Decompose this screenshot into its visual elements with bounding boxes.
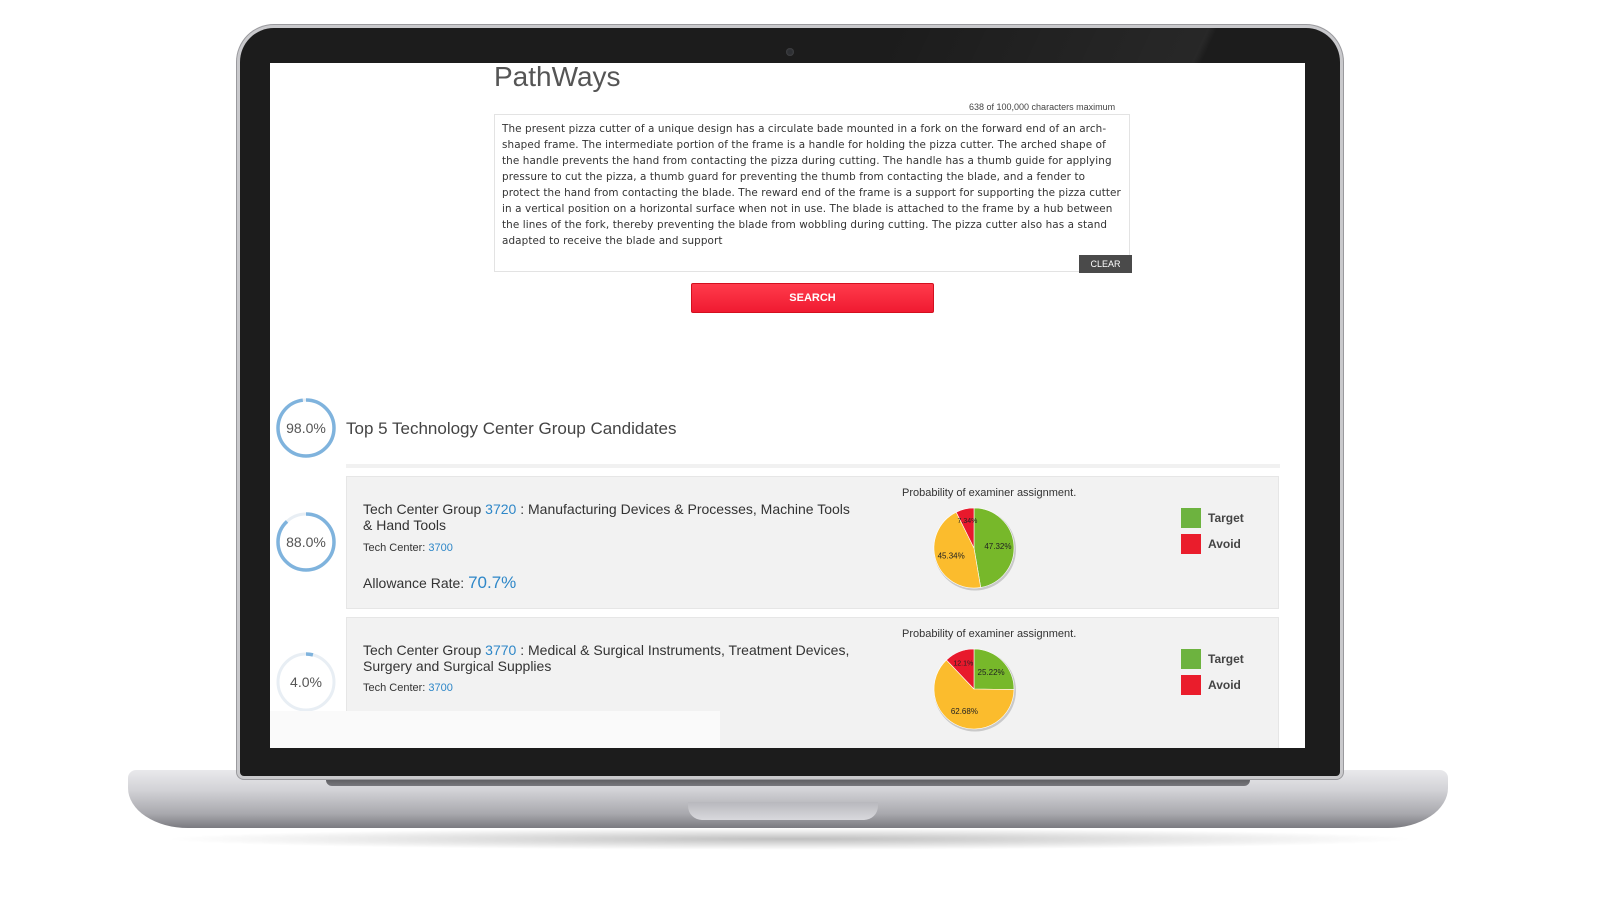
group-code-link[interactable]: 3770: [485, 642, 517, 658]
probability-caption: Probability of examiner assignment.: [902, 487, 1077, 499]
app-screen: PathWays 638 of 100,000 characters maxim…: [270, 63, 1305, 748]
pie-slice-avoid: [955, 507, 975, 549]
section-title: Top 5 Technology Center Group Candidates: [346, 419, 677, 438]
legend-swatch-avoid: [1181, 534, 1201, 554]
pie-label-other: 62.68%: [951, 707, 978, 716]
legend-swatch-target: [1181, 508, 1201, 528]
candidate-card: Tech Center Group 3770 : Medical & Surgi…: [346, 617, 1279, 748]
tech-center-prefix: Tech Center:: [363, 682, 429, 694]
pie-slice-target: [973, 648, 1015, 690]
legend-label-target: Target: [1208, 652, 1244, 666]
probability-caption: Probability of examiner assignment.: [902, 628, 1077, 640]
description-textarea[interactable]: The present pizza cutter of a unique des…: [494, 114, 1130, 272]
legend-label-avoid: Avoid: [1208, 537, 1241, 551]
screen-bottom-fade: [270, 711, 720, 748]
pie-label-avoid: 7.34%: [957, 518, 977, 525]
pie-slice-other: [933, 659, 1015, 730]
overall-progress-ring: [276, 398, 336, 458]
candidate-percent-label: 88.0%: [286, 534, 326, 550]
tech-center-prefix: Tech Center:: [363, 542, 429, 554]
group-prefix: Tech Center Group: [363, 642, 486, 658]
probability-pie-chart: 25.22% 62.68% 12.1%: [933, 648, 1016, 732]
section-divider: [346, 464, 1280, 468]
laptop-trackpad-notch: [688, 802, 878, 820]
tech-center-link[interactable]: 3700: [428, 542, 453, 554]
group-name: : Medical & Surgical Instruments, Treatm…: [363, 642, 850, 674]
candidate-card: Tech Center Group 3720 : Manufacturing D…: [346, 476, 1279, 609]
camera-icon: [786, 48, 794, 56]
allowance-label: Allowance Rate:: [363, 575, 469, 591]
clear-button[interactable]: CLEAR: [1079, 255, 1132, 273]
candidate-progress-ring: [276, 512, 336, 572]
legend-swatch-target: [1181, 649, 1201, 669]
pie-label-avoid: 12.1%: [953, 660, 973, 667]
group-name: : Manufacturing Devices & Processes, Mac…: [363, 501, 850, 533]
tech-center-link[interactable]: 3700: [428, 682, 453, 694]
group-code-link[interactable]: 3720: [485, 501, 517, 517]
allowance-value: 70.7%: [468, 573, 517, 592]
legend-label-target: Target: [1208, 511, 1244, 525]
app-title: PathWays: [494, 63, 621, 92]
group-prefix: Tech Center Group: [363, 501, 486, 517]
probability-pie-chart: 47.32% 45.34% 7.34%: [933, 507, 1016, 591]
pie-label-target: 47.32%: [984, 542, 1011, 551]
pie-slice-target: [973, 507, 1015, 588]
legend-swatch-avoid: [1181, 675, 1201, 695]
candidate-title: Tech Center Group 3720 : Manufacturing D…: [363, 501, 853, 533]
pie-slice-other: [933, 511, 982, 589]
pie-label-other: 45.34%: [938, 551, 965, 560]
legend-label-avoid: Avoid: [1208, 678, 1241, 692]
candidate-percent-label: 4.0%: [290, 674, 322, 690]
candidate-title: Tech Center Group 3770 : Medical & Surgi…: [363, 642, 853, 674]
overall-percent-label: 98.0%: [286, 420, 326, 436]
character-counter: 638 of 100,000 characters maximum: [969, 102, 1116, 112]
allowance-rate: Allowance Rate: 70.7%: [363, 573, 516, 593]
tech-center: Tech Center: 3700: [363, 542, 453, 554]
pie-slice-avoid: [946, 648, 975, 690]
tech-center: Tech Center: 3700: [363, 682, 453, 694]
candidate-progress-ring: [276, 652, 336, 712]
pie-label-target: 25.22%: [978, 668, 1005, 677]
laptop-shadow: [160, 828, 1420, 850]
search-button[interactable]: SEARCH: [691, 283, 934, 313]
